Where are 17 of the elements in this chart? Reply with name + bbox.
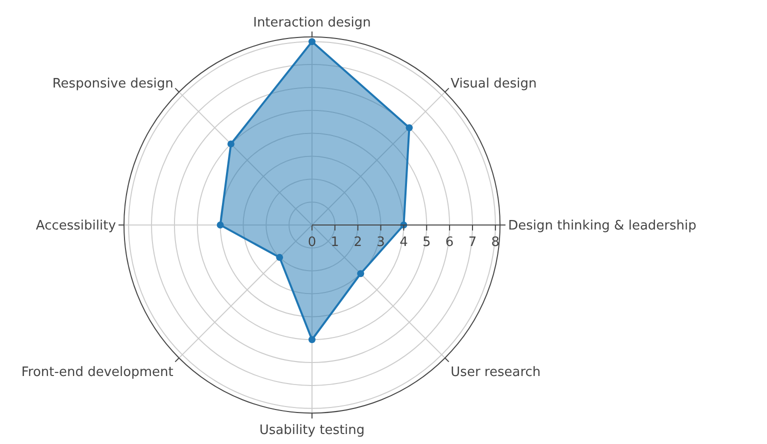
spoke-label: Accessibility — [36, 218, 116, 234]
y-tick-label: 8 — [491, 235, 500, 250]
spoke-label: Responsive design — [52, 76, 174, 92]
spoke-label: Design thinking & leadership — [508, 218, 696, 234]
spoke-label: Front-end development — [21, 365, 174, 380]
y-tick-label: 6 — [445, 235, 454, 250]
y-tick-label: 0 — [308, 235, 316, 250]
y-tick-label: 2 — [354, 235, 362, 250]
y-tick-label: 5 — [422, 235, 431, 250]
y-tick-label: 1 — [330, 235, 340, 250]
spoke-label: User research — [450, 365, 541, 380]
y-tick-label: 4 — [400, 235, 408, 250]
spoke-label: Visual design — [450, 76, 537, 92]
y-tick-label: 3 — [376, 235, 385, 250]
y-tick-label: 7 — [468, 235, 477, 250]
spoke-label: Usability testing — [259, 423, 365, 438]
spoke-label: Interaction design — [253, 15, 371, 30]
